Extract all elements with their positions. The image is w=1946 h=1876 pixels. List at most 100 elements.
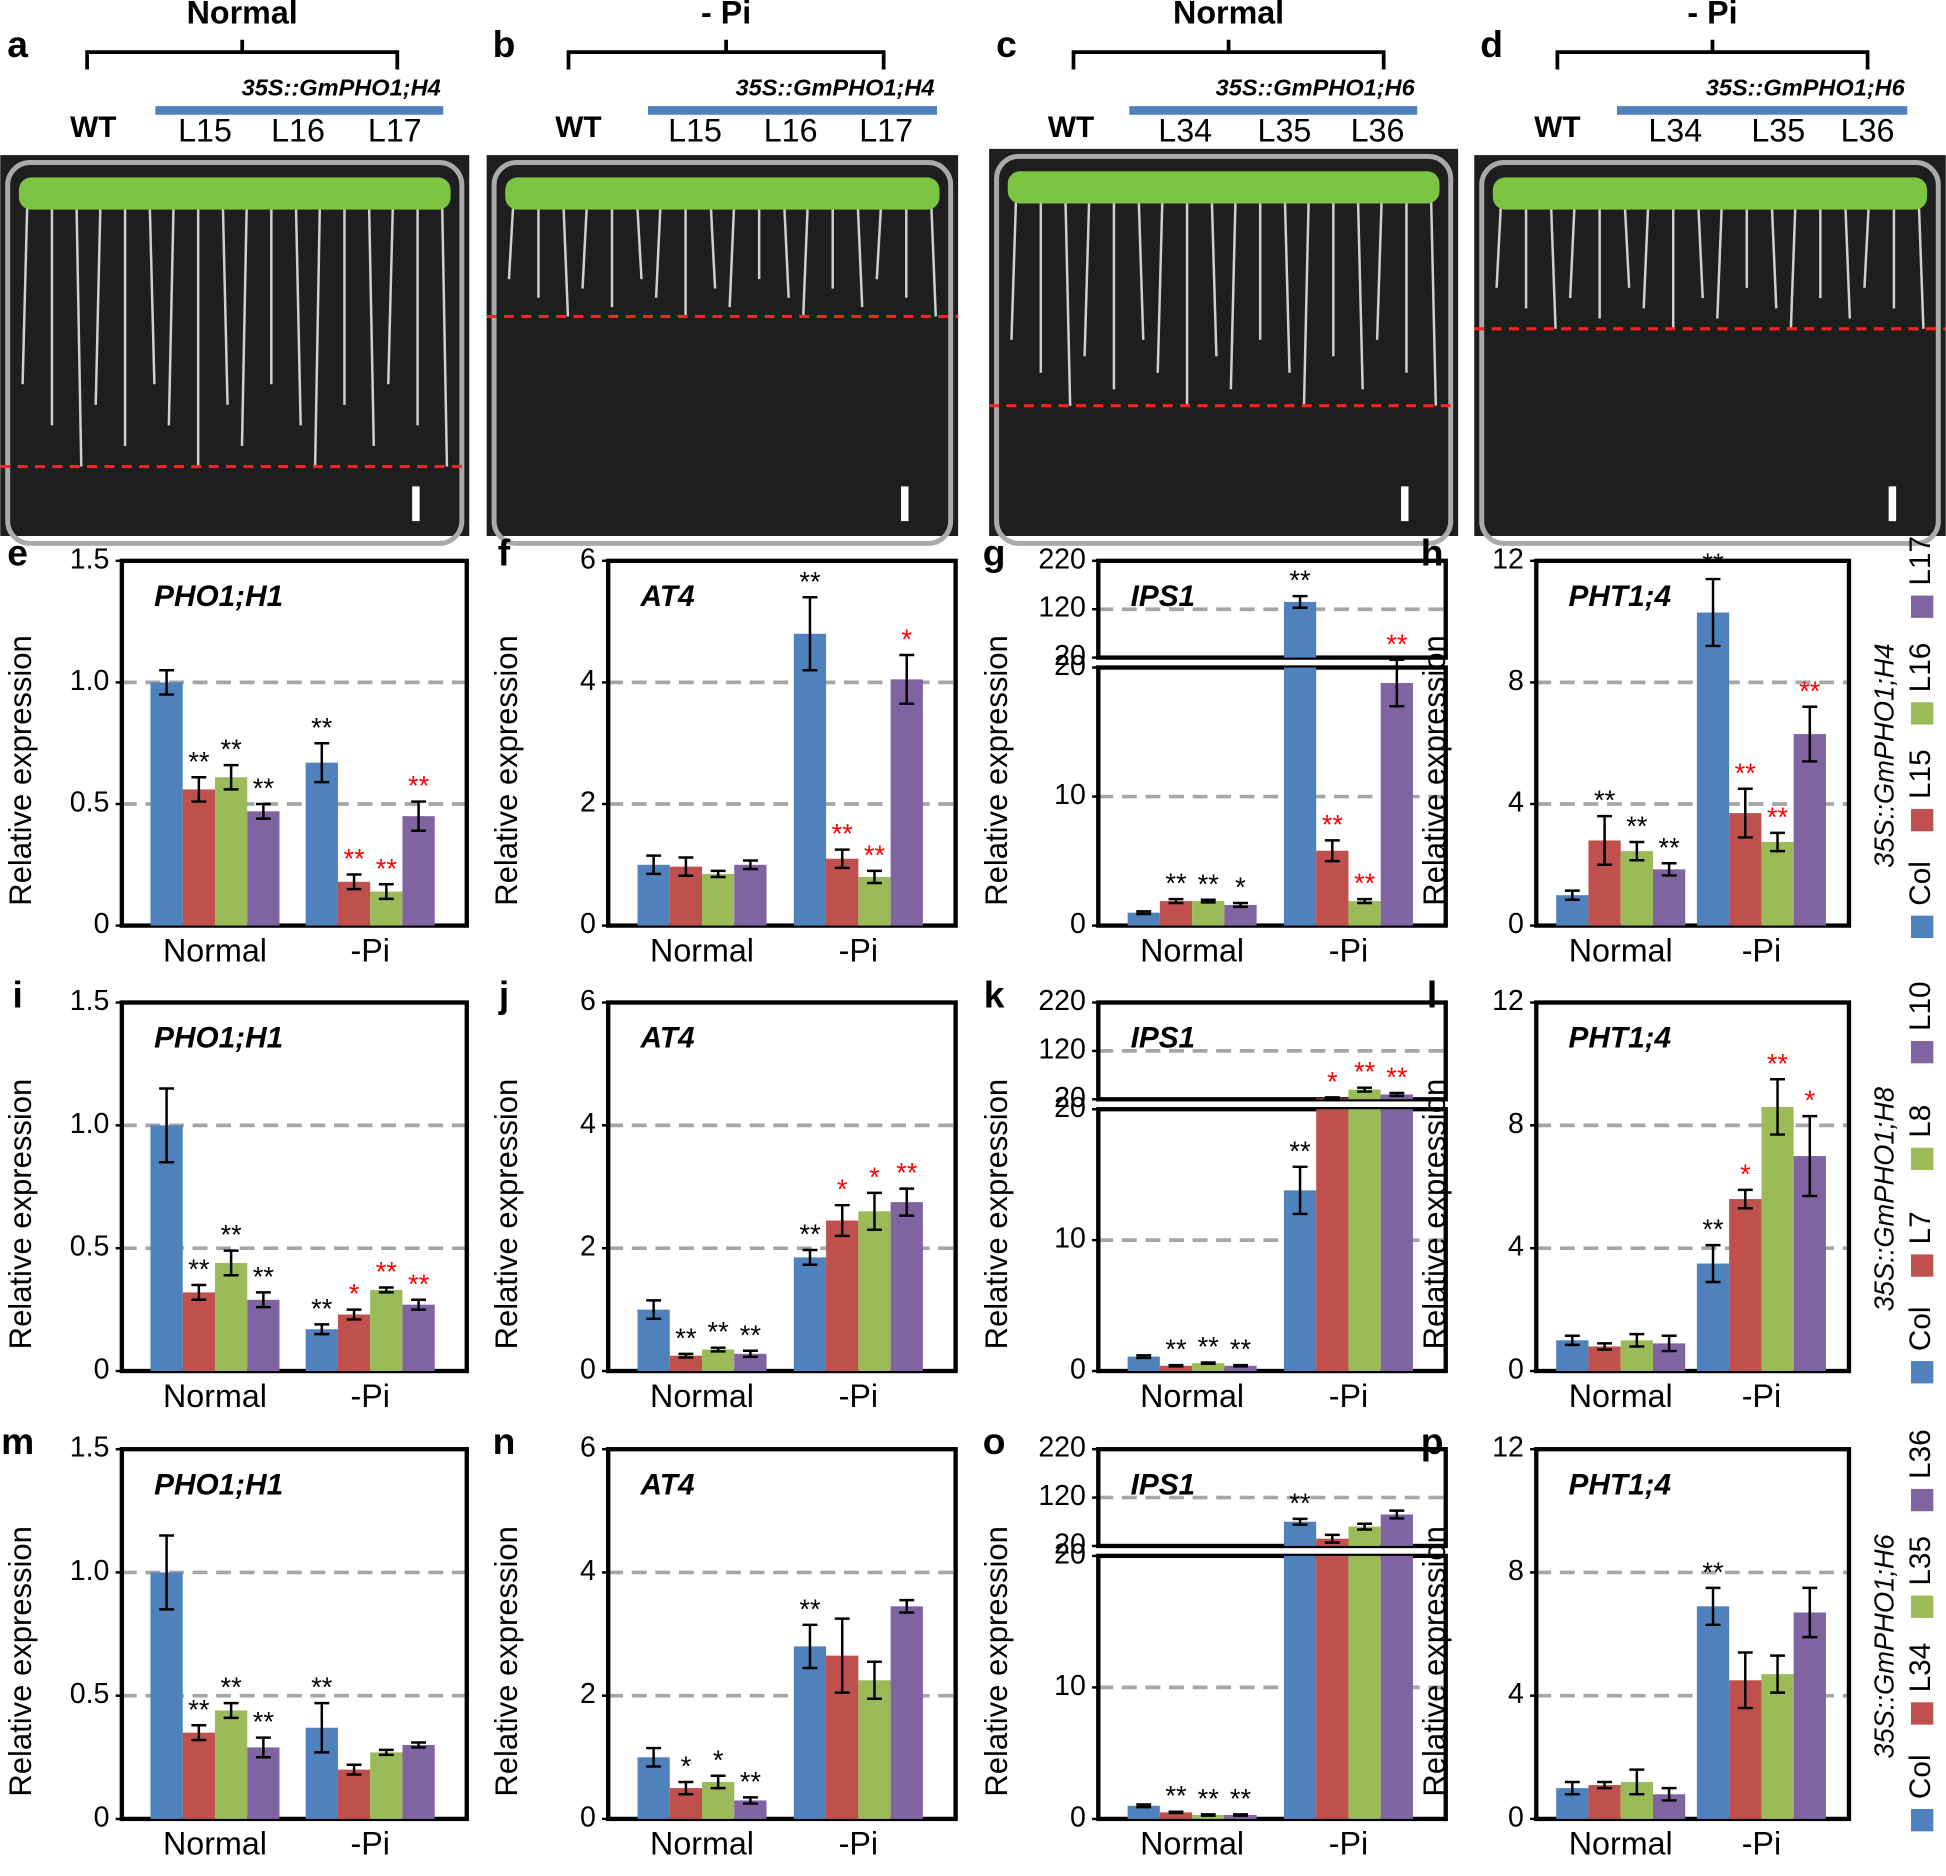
- error-bar: [1389, 1509, 1405, 1520]
- y-tick-label: 2: [580, 1678, 596, 1710]
- y-axis-label: Relative expression: [489, 1526, 524, 1797]
- panel-letter: i: [12, 973, 22, 1015]
- bar: [1224, 1814, 1257, 1819]
- significance: **: [1767, 801, 1789, 832]
- bar: [890, 1202, 923, 1372]
- x-tick-label: Normal: [1140, 932, 1244, 968]
- x-tick-label: -Pi: [1329, 1378, 1368, 1414]
- x-tick-label: -Pi: [1742, 932, 1781, 968]
- bracket: [1071, 39, 1386, 70]
- error-bar: [1168, 897, 1184, 905]
- root: [240, 192, 249, 446]
- bar: [214, 1262, 248, 1372]
- bar: [793, 1257, 827, 1372]
- condition-label: - Pi: [1687, 0, 1737, 30]
- bar-lower: [1316, 1555, 1349, 1819]
- root: [94, 192, 102, 405]
- error-bar: [678, 1352, 694, 1359]
- plate-edge: [491, 160, 954, 546]
- y-tick-label: 20: [1054, 650, 1086, 682]
- chart-title: AT4: [639, 1022, 694, 1055]
- root: [1696, 192, 1704, 299]
- significance: **: [376, 1256, 398, 1287]
- error-bar: [802, 1623, 818, 1670]
- y-axis-label: Relative expression: [489, 635, 524, 906]
- legend-title: 35S::GmPHO1;H6: [1868, 1533, 1899, 1758]
- error-bar: [1597, 1342, 1613, 1351]
- error-bar: [678, 856, 694, 877]
- significance: **: [253, 1261, 275, 1292]
- significance: *: [1327, 1066, 1338, 1097]
- bar: [826, 858, 859, 926]
- bar-lower: [1380, 1109, 1413, 1372]
- error-bar: [899, 653, 915, 705]
- error-bar: [378, 883, 394, 901]
- legend-label: L35: [1904, 1536, 1937, 1586]
- error-bar: [646, 1746, 662, 1768]
- error-bar: [1770, 831, 1785, 853]
- bar: [858, 876, 891, 926]
- y-tick-label: 12: [1492, 543, 1524, 575]
- panel-letter: l: [1427, 973, 1437, 1015]
- bar: [890, 1606, 923, 1819]
- bar: [182, 789, 215, 926]
- y-tick-label: 0: [1508, 1801, 1524, 1833]
- error-bar: [646, 1299, 662, 1321]
- line-label: L16: [764, 112, 818, 148]
- significance: **: [1165, 1780, 1187, 1811]
- plot-frame: [606, 1447, 958, 1822]
- panel-letter: f: [498, 532, 511, 574]
- bar: [858, 1680, 891, 1819]
- line-label: L16: [271, 112, 325, 148]
- x-tick-label: Normal: [163, 1378, 267, 1414]
- plot-frame: [1096, 558, 1448, 660]
- y-tick-label: 1.0: [70, 1555, 110, 1587]
- y-tick-label: 0.5: [70, 1678, 110, 1710]
- panel-letter: m: [1, 1420, 34, 1462]
- y-tick-label: 4: [580, 1555, 596, 1587]
- error-bar: [314, 1701, 330, 1754]
- error-bar: [1564, 889, 1580, 901]
- line-label: L36: [1351, 112, 1405, 148]
- significance: **: [1289, 1135, 1311, 1166]
- error-bar: [378, 1748, 394, 1757]
- significance: **: [220, 734, 242, 765]
- x-tick-label: -Pi: [1742, 1378, 1781, 1414]
- panel-letter: k: [984, 973, 1005, 1015]
- x-tick-label: -Pi: [350, 932, 389, 968]
- bar: [890, 679, 923, 926]
- panel-letter: d: [1480, 23, 1503, 65]
- error-bar: [1324, 1096, 1340, 1101]
- bar: [1127, 912, 1160, 926]
- legend-title: 35S::GmPHO1;H4: [1868, 643, 1899, 867]
- error-bar: [346, 873, 362, 891]
- y-tick-label: 12: [1492, 985, 1524, 1017]
- bar: [1620, 851, 1653, 926]
- legend-swatch: [1911, 595, 1934, 618]
- chart-title: IPS1: [1131, 580, 1196, 613]
- error-bar: [255, 802, 271, 820]
- bar: [1159, 901, 1193, 926]
- error-bar: [742, 1349, 758, 1359]
- y-tick-label: 20: [1054, 1528, 1086, 1560]
- condition-label: Normal: [187, 0, 298, 30]
- bar-lower: [1348, 1109, 1381, 1372]
- significance: *: [681, 1751, 692, 1782]
- bar: [402, 1304, 435, 1372]
- condition-label: Normal: [1173, 0, 1284, 30]
- y-tick-label: 220: [1038, 543, 1086, 575]
- error-bar: [802, 596, 818, 672]
- error-bar: [867, 869, 882, 885]
- x-tick-label: -Pi: [1329, 932, 1368, 968]
- significance: *: [901, 624, 912, 655]
- error-bar: [346, 1308, 362, 1321]
- plate-edge: [994, 153, 1454, 546]
- y-tick-label: 10: [1054, 1223, 1086, 1255]
- y-tick-label: 0: [94, 908, 110, 940]
- legend-label: L10: [1904, 981, 1937, 1031]
- error-bar: [1136, 1803, 1152, 1809]
- significance: **: [1799, 675, 1821, 706]
- bar: [1761, 841, 1794, 926]
- significance: **: [408, 1268, 430, 1299]
